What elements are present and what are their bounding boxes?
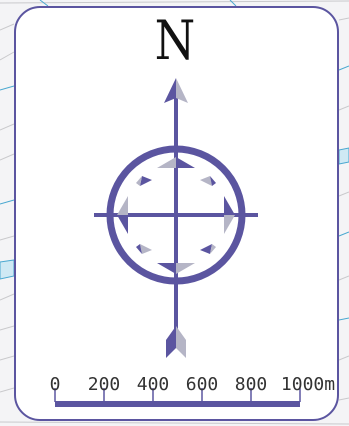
scale-bar-tick-label: 200 — [87, 374, 121, 395]
scale-bar-body — [55, 401, 300, 407]
ring-marker-southeast — [210, 244, 216, 254]
ring-marker-northeast — [200, 176, 212, 186]
ring-marker-southeast — [200, 244, 212, 254]
ring-marker-north — [176, 157, 195, 168]
ring-marker-east — [224, 196, 235, 215]
ring-marker-southwest — [140, 244, 152, 254]
ring-marker-south — [176, 263, 195, 274]
ring-marker-south — [157, 263, 176, 274]
ring-marker-northwest — [140, 176, 152, 186]
south-tail — [166, 326, 176, 358]
compass-ring — [106, 145, 246, 285]
scale-bar — [54, 388, 301, 407]
bottom-map-edge — [0, 421, 349, 425]
top-map-edge — [0, 0, 349, 7]
ring-marker-northwest — [136, 176, 142, 186]
scale-bar-tick-label: 1000m — [280, 374, 336, 395]
ring-marker-southwest — [136, 244, 142, 254]
canal-line — [39, 0, 237, 7]
canal-line — [338, 65, 349, 321]
scale-bar-tick-label: 0 — [49, 374, 61, 395]
scale-bar-tick-label: 600 — [185, 374, 219, 395]
ring-marker-north — [157, 157, 176, 168]
road-line — [0, 23, 15, 393]
north-label: N — [154, 9, 196, 72]
ring-marker-west — [117, 215, 128, 234]
road-line — [338, 17, 349, 401]
ring-marker-east — [224, 215, 235, 234]
south-tail-shadow — [176, 326, 186, 358]
canal-line — [0, 199, 15, 205]
road-line — [0, 0, 349, 4]
north-arrowhead-shadow — [176, 78, 188, 103]
water-strip — [338, 147, 349, 165]
right-map-edge — [338, 17, 349, 401]
north-arrowhead — [164, 78, 176, 103]
ring-marker-west — [117, 196, 128, 215]
road-line — [0, 421, 349, 425]
scale-bar-ticks — [54, 388, 301, 402]
ring-marker-northeast — [210, 176, 216, 186]
scale-bar-tick-label: 800 — [234, 374, 268, 395]
scale-bar-tick-label: 400 — [136, 374, 170, 395]
canal-line — [0, 85, 15, 91]
